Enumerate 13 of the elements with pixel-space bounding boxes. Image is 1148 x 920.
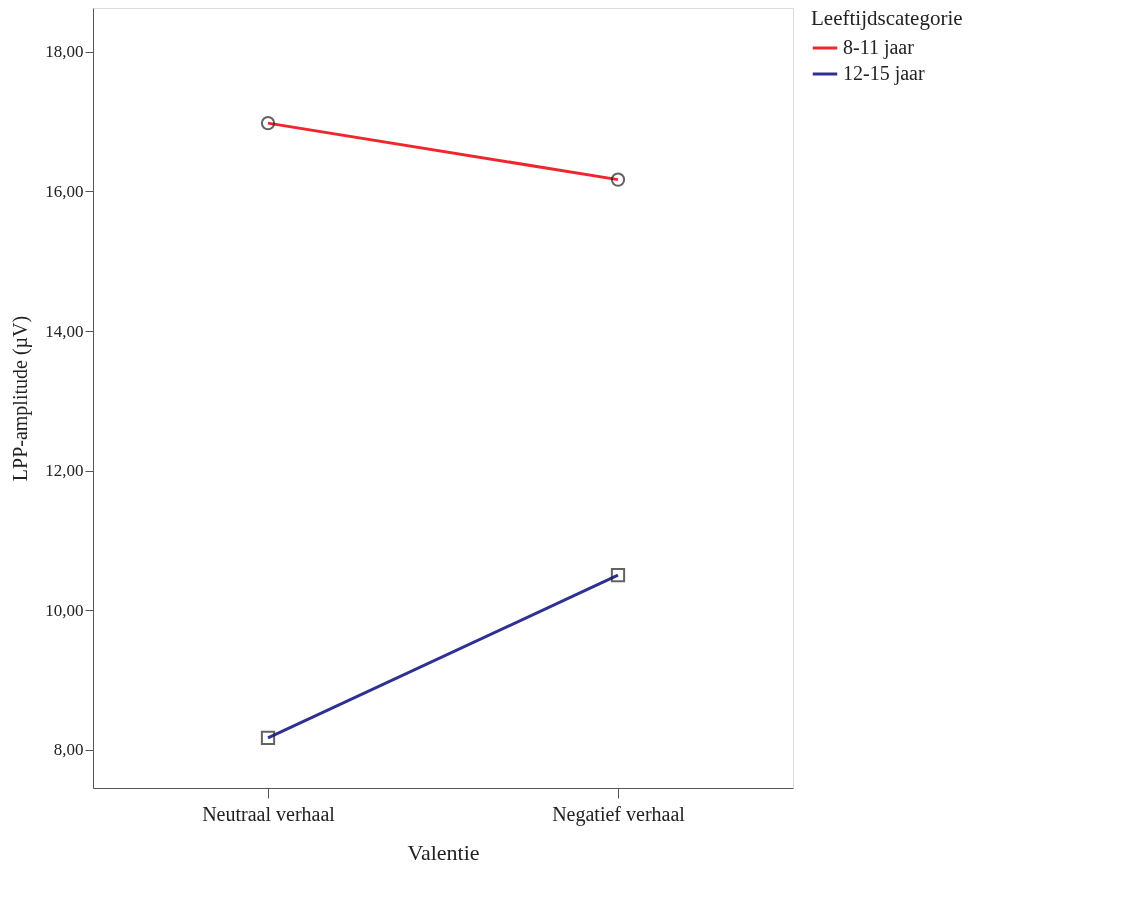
y-tick-label: 12,00: [45, 461, 84, 481]
x-tick-label: Negatief verhaal: [552, 802, 686, 826]
legend-title: Leeftijdscategorie: [811, 6, 963, 30]
legend-label: 12-15 jaar: [843, 62, 925, 85]
y-axis-title: LPP-amplitude (µV): [9, 315, 33, 482]
y-tick-label: 18,00: [45, 42, 84, 62]
x-tick-label: Neutraal verhaal: [202, 802, 336, 825]
y-tick-label: 16,00: [45, 181, 84, 201]
y-tick-label: 14,00: [45, 321, 84, 341]
y-tick-label: 8,00: [53, 740, 84, 760]
legend-label: 8-11 jaar: [843, 36, 915, 59]
y-tick-label: 10,00: [45, 600, 84, 620]
x-axis-title: Valentie: [407, 839, 480, 865]
